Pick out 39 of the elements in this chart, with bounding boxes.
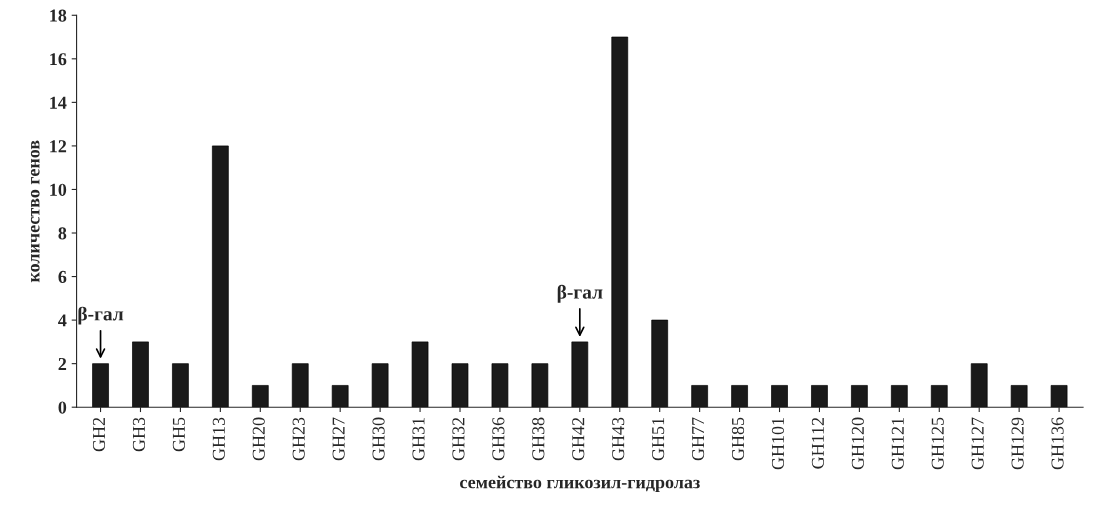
x-tick-label: GH23 [292,417,305,461]
annotation: β-гал [557,284,603,303]
x-tick-label: GH5 [172,417,185,452]
y-tick-label: 4 [58,314,67,327]
x-tick-label: GH42 [572,417,585,461]
x-tick-label: GH30 [372,417,385,461]
x-tick-label: GH13 [212,417,225,461]
x-tick-label: GH136 [1051,417,1064,470]
x-tick-label: GH121 [891,418,904,470]
x-axis-title: семейство гликозил-гидролаз [460,475,700,493]
y-tick-label: 0 [58,401,67,414]
y-tick-label: 16 [50,53,67,66]
x-tick-label: GH120 [851,417,864,470]
x-tick-label: GH20 [252,417,265,461]
x-tick-label: GH101 [771,418,785,470]
x-tick-label: GH85 [731,417,745,461]
x-tick-label: GH36 [492,417,505,461]
y-tick-label: 8 [58,227,67,240]
y-tick-label: 18 [50,9,67,22]
x-tick-label: GH129 [1011,417,1024,470]
x-tick-label: GH125 [931,417,944,470]
x-tick-label: GH31 [412,418,425,461]
x-tick-label: GH2 [92,417,106,452]
x-tick-label: GH38 [532,417,545,461]
x-tick-label: GH51 [652,418,665,461]
y-tick-label: 6 [58,270,67,283]
x-tick-label: GH127 [971,417,984,470]
y-tick-label: 12 [50,140,67,153]
x-tick-label: GH77 [692,417,705,461]
x-tick-label: GH27 [332,417,345,461]
x-tick-label: GH112 [811,417,824,469]
x-tick-label: GH43 [612,417,625,461]
annotation: β-гал [78,306,124,325]
x-tick-label: GH32 [452,417,465,461]
y-tick-label: 14 [50,96,67,109]
x-tick-label: GH3 [132,417,145,452]
y-axis-title: количество генов [30,140,40,283]
y-tick-label: 2 [58,357,67,370]
y-tick-label: 10 [50,183,67,196]
